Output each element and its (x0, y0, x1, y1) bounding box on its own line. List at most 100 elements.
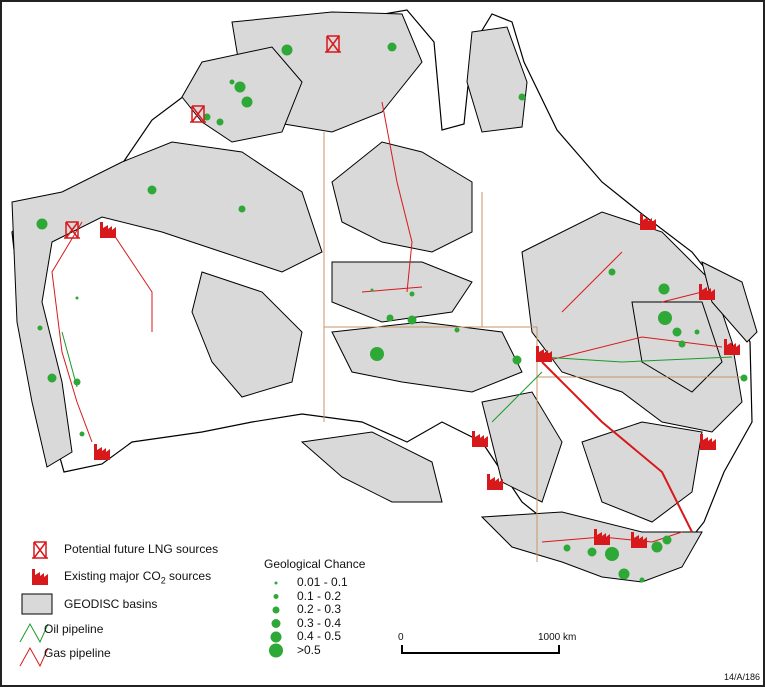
geological-chance-dot (241, 96, 253, 108)
co2-source-icon (94, 444, 110, 460)
legend-basins-label: GEODISC basins (64, 597, 158, 611)
lng-source-icon (64, 221, 80, 239)
geological-chance-dot (36, 218, 48, 230)
co2-source-icon (100, 222, 116, 238)
co2-source-icon (594, 529, 610, 545)
gas-pipeline (381, 101, 413, 293)
geological-chance-dot (651, 541, 663, 553)
basin-polygon (581, 421, 703, 523)
state-borders (323, 132, 747, 562)
factory-shape (32, 569, 48, 585)
lng-tower-shape (325, 35, 341, 53)
geological-chance-dot (75, 296, 79, 300)
co2-source-icon (640, 214, 656, 230)
geological-chance-dot (37, 325, 43, 331)
basin-polygon (191, 271, 303, 398)
basin-polygon (181, 46, 303, 143)
geological-chance-dot (639, 577, 645, 583)
geological-chance-dot (454, 327, 460, 333)
geological-chance-class-label: 0.1 - 0.2 (297, 588, 342, 603)
geological-chance-legend-dot (270, 631, 282, 643)
geological-chance-dot (238, 205, 246, 213)
co2-source-icon (32, 569, 48, 585)
geological-chance-dot (229, 79, 235, 85)
co2-source-icon (700, 434, 716, 450)
geological-chance-dot (694, 329, 700, 335)
geological-chance-legend-dot (269, 643, 283, 658)
geological-chance-dot (740, 374, 748, 382)
oil-pipeline (541, 356, 733, 363)
oil-pipeline (61, 331, 78, 388)
co2-source-icon (631, 532, 647, 548)
factory-shape (100, 222, 116, 238)
figure-id: 14/A/186 (724, 672, 761, 682)
geological-chance-dot (370, 347, 384, 361)
legend-oil-label: Oil pipeline (44, 622, 104, 636)
co2-subscript: 2 (160, 575, 166, 586)
co2-text: Existing major CO (64, 569, 161, 583)
geological-chance-legend-dot (272, 606, 280, 614)
geological-chance-dot (407, 315, 417, 325)
geological-chance-dot (386, 314, 394, 322)
geological-chance-class-label: 0.2 - 0.3 (297, 602, 342, 616)
gas-pipeline (111, 231, 153, 332)
geological-chance-dot (370, 288, 374, 292)
gas-pipeline (51, 221, 93, 443)
lng-source-icon (190, 105, 206, 123)
geological-chance-dot (73, 378, 81, 386)
geological-chance-dot (662, 535, 672, 545)
lng-source-icon (325, 35, 341, 53)
basin-polygon (331, 261, 473, 323)
legend-lng-label: Potential future LNG sources (64, 542, 219, 556)
factory-shape (724, 339, 740, 355)
legend-co2-label: Existing major CO2 sources (64, 569, 211, 585)
factory-shape (700, 434, 716, 450)
basin-polygon (11, 141, 323, 468)
factory-shape (594, 529, 610, 545)
geological-chance-dot (658, 283, 670, 295)
geological-chance-class-label: 0.3 - 0.4 (297, 615, 342, 630)
geological-chance-dot (608, 268, 616, 276)
basin-polygon (331, 321, 523, 393)
geological-chance-dot (512, 355, 522, 365)
geological-chance-dot (618, 568, 630, 580)
gas-pipeline (561, 251, 623, 313)
geological-chance-legend-dot (274, 581, 278, 585)
factory-shape (699, 284, 715, 300)
gas-pipeline (661, 291, 703, 303)
lng-tower-shape (64, 221, 80, 239)
basin-polygon (300, 431, 443, 503)
basin-legend-swatch (21, 593, 53, 615)
scale-end: 1000 km (538, 632, 577, 643)
geological-chance-dot (518, 93, 526, 101)
lng-tower-shape (32, 541, 48, 559)
legend-symbols (19, 581, 283, 668)
geological-chance-dot (587, 547, 597, 557)
oil-pipeline (491, 371, 543, 423)
geological-chance-class-label: 0.4 - 0.5 (297, 629, 342, 643)
geological-chance-dot (658, 311, 672, 325)
lng-source-icon (32, 541, 48, 559)
basin-polygon (466, 26, 528, 133)
geological-chance-class-label: 0.01 - 0.1 (297, 575, 348, 589)
geological-chance-dot (605, 547, 619, 561)
co2-source-icon (472, 431, 488, 447)
pipelines (51, 101, 733, 543)
factory-shape (94, 444, 110, 460)
gas-pipeline-legend-icon (19, 646, 49, 668)
geological-chance-dot (79, 431, 85, 437)
scale-start: 0 (398, 632, 404, 643)
geological-chance-title: Geological Chance (264, 557, 366, 571)
basin-polygon (481, 391, 563, 503)
co2-source-icon (699, 284, 715, 300)
geological-chance-dot (678, 340, 686, 348)
geological-chance-dot (216, 118, 224, 126)
oil-pipeline-legend-icon (19, 622, 49, 644)
factory-shape (640, 214, 656, 230)
geological-chance-dots (36, 42, 748, 583)
factory-shape (536, 346, 552, 362)
geological-chance-dot (147, 185, 157, 195)
factory-shape (487, 474, 503, 490)
geological-chance-dot (281, 44, 293, 56)
geological-chance-legend-dot (271, 619, 281, 628)
